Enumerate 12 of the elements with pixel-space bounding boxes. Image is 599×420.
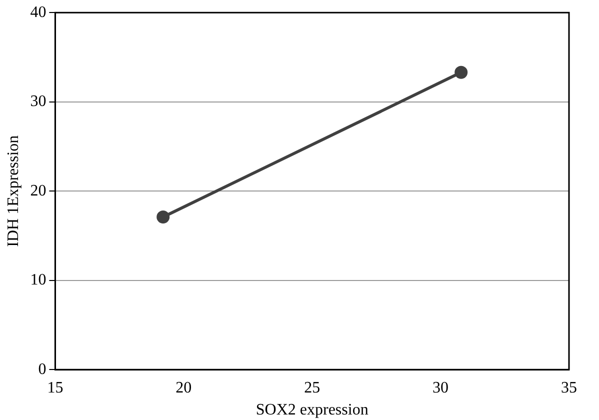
y-tick-label: 0 bbox=[38, 360, 46, 378]
x-tick-label: 25 bbox=[304, 379, 320, 396]
y-tick-label: 30 bbox=[30, 93, 46, 110]
y-tick-label: 10 bbox=[30, 272, 46, 289]
x-tick-label: 15 bbox=[47, 379, 64, 396]
x-tick-label: 20 bbox=[176, 379, 192, 396]
y-axis-title: IDH 1Expression bbox=[4, 135, 22, 247]
x-tick-label: 30 bbox=[432, 379, 449, 396]
x-tick-label: 35 bbox=[561, 379, 577, 396]
x-axis-title: SOX2 expression bbox=[256, 402, 368, 419]
y-tick-label: 20 bbox=[30, 182, 46, 200]
y-tick-label: 40 bbox=[30, 4, 46, 21]
